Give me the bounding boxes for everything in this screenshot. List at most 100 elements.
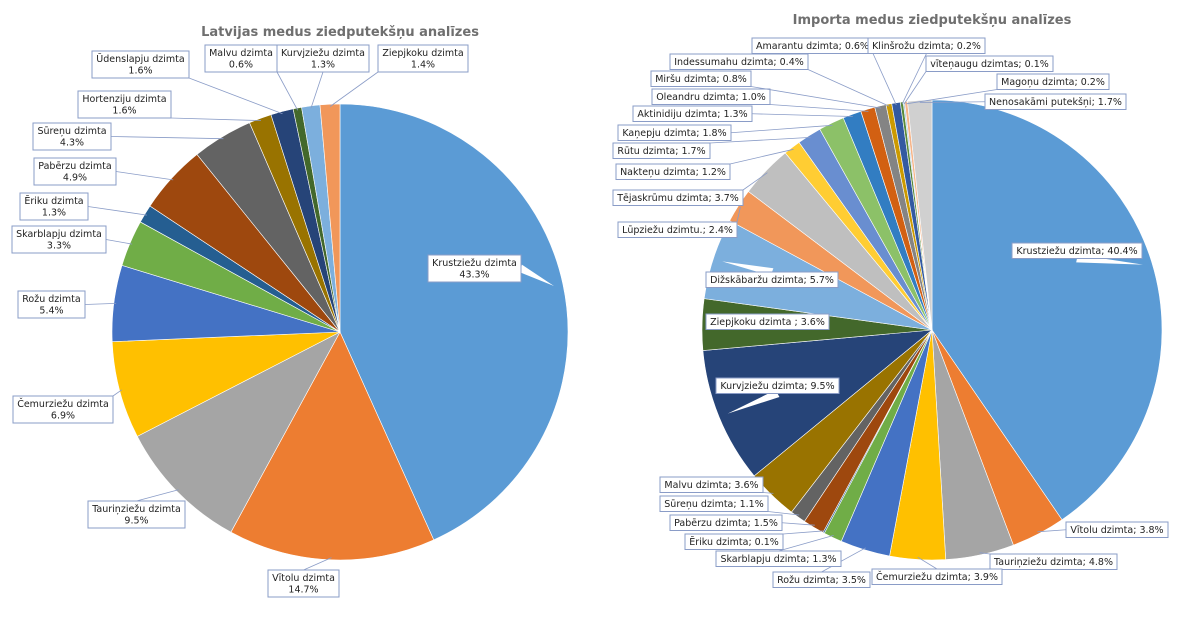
label-name: Ūdenslapju dzimta <box>96 54 184 65</box>
leader-line <box>87 206 147 216</box>
label-box <box>11 225 107 254</box>
leader-line <box>276 71 299 111</box>
label-name: Nakteņu dzimta; 1.2% <box>620 167 726 178</box>
label-value: 43.3% <box>459 270 489 281</box>
label-value: 0.6% <box>229 60 253 71</box>
label-box <box>705 313 830 330</box>
slice-label-aktinidiju-dzimta: Aktinidiju dzimta; 1.3% <box>632 105 853 122</box>
label-box <box>32 122 112 151</box>
label-name: Skarblapju dzimta <box>16 229 102 240</box>
slice-label-vitenaugu-dzimtas: vīteņaugu dzimtas; 0.1% <box>903 55 1054 105</box>
leader-line <box>903 71 927 105</box>
slice-label-kanepju-dzimta: Kaņepju dzimta; 1.8% <box>617 124 833 141</box>
label-name: Kurvjziežu dzimta; 9.5% <box>720 381 834 392</box>
label-name: Krustziežu dzimta; 40.4% <box>1016 246 1137 257</box>
label-name: Miršu dzimta; 0.8% <box>655 74 747 85</box>
label-box <box>617 221 738 238</box>
label-name: Hortenziju dzimta <box>82 94 166 105</box>
slice-label-oleandru-dzimta: Oleandru dzimta; 1.0% <box>651 88 869 112</box>
label-box <box>615 163 731 180</box>
label-value: 1.3% <box>42 208 66 219</box>
label-box <box>1065 521 1169 538</box>
leader-line <box>751 113 853 117</box>
pie-slice-kurvjziezu-dzimta <box>702 329 933 477</box>
label-box <box>715 377 840 394</box>
label-name: Rožu dzimta <box>22 294 80 305</box>
slice-label-malvu-dzimta: Malvu dzimta; 3.6% <box>659 476 774 494</box>
leader-line <box>762 492 774 494</box>
label-box <box>267 569 340 598</box>
slice-label-ziepjkoku-dzimta: Ziepjkoku dzimta ; 3.6% <box>705 313 830 330</box>
label-value: 1.4% <box>411 60 435 71</box>
label-box <box>669 53 809 70</box>
label-value: 1.3% <box>311 60 335 71</box>
label-name: Ēriku dzimta <box>24 196 83 207</box>
label-value: 5.4% <box>39 306 63 317</box>
label-box <box>427 254 522 283</box>
slice-label-nenosakami-puteksni: Nenosakāmi putekšņi; 1.7% <box>919 93 1127 110</box>
leader-line <box>917 556 938 570</box>
slice-label-dizskabarzu-dzimta: Dižskābaržu dzimta; 5.7% <box>705 261 839 288</box>
leader-line <box>112 389 123 397</box>
label-name: Čemurziežu dzimta; 3.9% <box>876 571 998 583</box>
label-box <box>377 44 469 73</box>
label-name: Kaņepju dzimta; 1.8% <box>622 128 726 139</box>
label-callout <box>520 264 554 286</box>
label-box <box>650 70 752 87</box>
label-box <box>659 495 769 512</box>
label-name: Nenosakāmi putekšņi; 1.7% <box>989 97 1122 108</box>
label-box <box>772 571 871 588</box>
label-box <box>77 90 172 119</box>
label-name: Vītolu dzimta <box>272 573 335 584</box>
slice-label-mirsu-dzimta: Miršu dzimta; 0.8% <box>650 70 881 109</box>
label-value: 14.7% <box>288 585 318 596</box>
leader-line <box>110 136 224 140</box>
leader-line <box>303 557 332 571</box>
label-box <box>684 533 784 550</box>
slice-label-taurinziezu-dzimta: Tauriņziežu dzimta; 4.8% <box>979 552 1118 570</box>
label-name: Krustziežu dzimta <box>432 258 517 269</box>
slice-label-klinsrozu-dzimta: Klinšrožu dzimta; 0.2% <box>867 37 986 105</box>
slice-label-indessumahu-dzimta: Indessumahu dzimta; 0.4% <box>669 53 890 107</box>
slice-label-kurvjziezu-dzimta: Kurvjziežu dzimta; 9.5% <box>715 377 840 414</box>
leader-line <box>329 71 379 107</box>
label-box <box>989 553 1118 570</box>
label-name: Tējaskrūmu dzimta; 3.7% <box>616 193 739 204</box>
pie-slice-krustziezu-dzimta <box>931 99 1163 521</box>
label-name: Pabērzu dzimta; 1.5% <box>674 518 778 529</box>
leader-line <box>872 53 897 106</box>
slice-label-magonu-dzimta: Magoņu dzimta; 0.2% <box>906 73 1110 105</box>
leader-line <box>84 303 117 305</box>
label-box <box>669 514 783 531</box>
leader-line <box>115 171 174 181</box>
label-name: Ziepjkoku dzimta <box>382 48 463 59</box>
label-box <box>91 50 190 79</box>
label-name: Čemurziežu dzimta <box>17 398 109 410</box>
label-name: Tauriņziežu dzimta <box>91 504 181 515</box>
label-name: Oleandru dzimta; 1.0% <box>656 92 766 103</box>
slice-label-cemurziezu-dzimta: Čemurziežu dzimta; 3.9% <box>871 556 1003 585</box>
label-box <box>87 500 186 529</box>
leader-line <box>919 101 986 103</box>
label-box <box>715 550 842 567</box>
slice-label-rutu-dzimta: Rūtu dzimta; 1.7% <box>612 137 811 159</box>
label-name: Sūreņu dzimta; 1.1% <box>664 499 763 510</box>
label-box <box>612 142 711 159</box>
slice-label-eriku-dzimta: Ēriku dzimta; 0.1% <box>684 530 825 550</box>
label-box <box>705 271 839 288</box>
label-box <box>1011 242 1143 259</box>
leader-line <box>105 239 133 245</box>
slice-label-amarantu-dzimta: Amarantu dzimta; 0.6% <box>751 37 897 106</box>
label-value: 1.6% <box>128 66 152 77</box>
label-name: Sūreņu dzimta <box>37 126 106 137</box>
leader-line <box>1037 529 1067 533</box>
label-value: 4.9% <box>63 173 87 184</box>
